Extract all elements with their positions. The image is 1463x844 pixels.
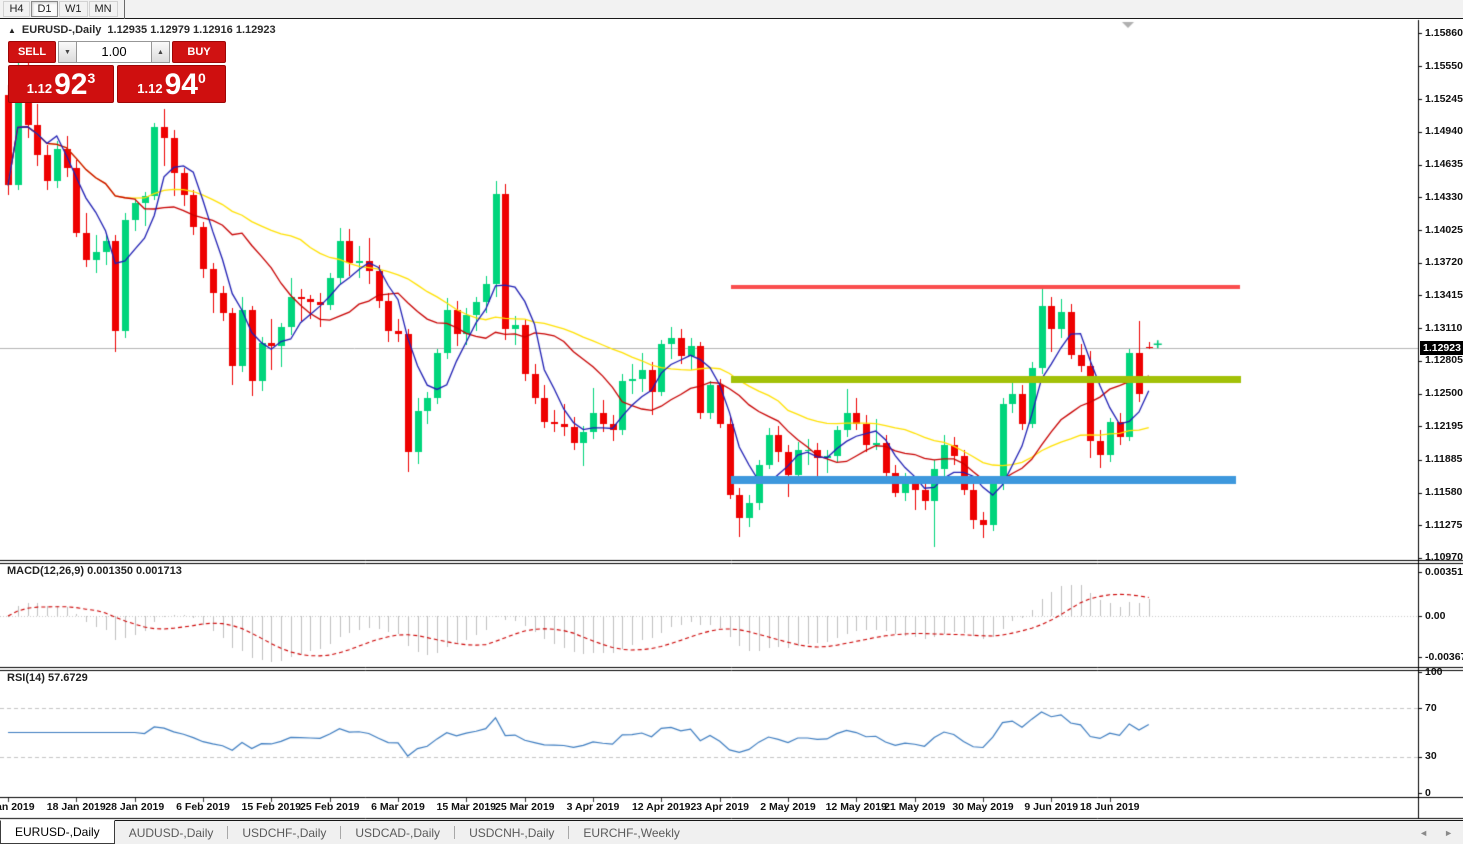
macd-axis-label: 0.003518 bbox=[1425, 566, 1463, 578]
tab-usdchf[interactable]: USDCHF-,Daily bbox=[242, 825, 327, 840]
date-axis-label: 3 Apr 2019 bbox=[566, 801, 620, 813]
price-axis-label: 1.15860 bbox=[1425, 26, 1463, 39]
chart-tab-bar: EURUSD-,Daily AUDUSD-,Daily USDCHF-,Daily U… bbox=[0, 820, 1463, 844]
one-click-trade-panel: SELL ▼ 1.00 ▲ BUY 1.12 92 3 1.12 94 0 bbox=[8, 41, 226, 103]
collapse-panel-icon[interactable]: ▲ bbox=[8, 25, 16, 35]
sell-price-prefix: 1.12 bbox=[26, 81, 53, 96]
date-axis-label: 30 May 2019 bbox=[952, 801, 1014, 813]
macd-axis-label: -0.00367 bbox=[1425, 651, 1463, 663]
price-axis-label: 1.14025 bbox=[1425, 223, 1463, 236]
volume-increase-icon[interactable]: ▲ bbox=[151, 41, 170, 63]
date-axis-label: 25 Feb 2019 bbox=[299, 801, 360, 813]
volume-field[interactable]: 1.00 bbox=[77, 41, 151, 63]
date-axis-label: 21 May 2019 bbox=[884, 801, 946, 813]
rsi-axis-label: 30 bbox=[1425, 750, 1437, 763]
price-axis-label: 1.10970 bbox=[1425, 551, 1463, 564]
tab-separator bbox=[454, 826, 456, 839]
tab-usdcnh[interactable]: USDCNH-,Daily bbox=[469, 825, 555, 840]
price-axis-label: 1.12805 bbox=[1425, 354, 1463, 367]
tab-eurchf[interactable]: EURCHF-,Weekly bbox=[583, 825, 680, 840]
toolbar-separator bbox=[123, 0, 125, 19]
chart-symbol-header: ▲ EURUSD-,Daily 1.12935 1.12979 1.12916 … bbox=[8, 24, 276, 36]
price-axis-label: 1.11275 bbox=[1425, 518, 1463, 531]
price-axis-label: 1.13720 bbox=[1425, 256, 1463, 269]
date-axis-label: 6 Mar 2019 bbox=[371, 801, 425, 813]
date-axis-label: 18 Jun 2019 bbox=[1079, 801, 1140, 813]
tab-eurusd[interactable]: EURUSD-,Daily bbox=[0, 820, 115, 844]
price-axis-label: 1.11885 bbox=[1425, 453, 1463, 466]
tab-usdcad[interactable]: USDCAD-,Daily bbox=[355, 825, 441, 840]
tab-scroll-controls: ◄ ► bbox=[1419, 821, 1463, 844]
date-axis-label: 23 Apr 2019 bbox=[690, 801, 750, 813]
tab-scroll-right-icon[interactable]: ► bbox=[1444, 827, 1453, 838]
price-axis-label: 1.12500 bbox=[1425, 387, 1463, 400]
rsi-axis-label: 0 bbox=[1425, 786, 1431, 799]
volume-decrease-icon[interactable]: ▼ bbox=[58, 41, 77, 63]
tab-separator bbox=[568, 826, 570, 839]
current-price-tag: 1.12923 bbox=[1420, 341, 1463, 356]
sell-price-pipette: 3 bbox=[87, 70, 96, 86]
date-axis-label: 2 May 2019 bbox=[760, 801, 816, 813]
price-axis-label: 1.11580 bbox=[1425, 486, 1463, 498]
date-axis-label: 18 Jan 2019 bbox=[46, 801, 106, 813]
sell-price-display[interactable]: 1.12 92 3 bbox=[8, 65, 114, 103]
buy-button[interactable]: BUY bbox=[172, 41, 226, 63]
date-axis-label: 9 Jun 2019 bbox=[1024, 801, 1079, 813]
rsi-indicator-label: RSI(14) 57.6729 bbox=[7, 672, 88, 684]
price-axis-label: 1.13415 bbox=[1425, 288, 1463, 301]
tab-separator bbox=[227, 826, 229, 839]
sell-price-main: 92 bbox=[54, 68, 88, 101]
buy-price-pipette: 0 bbox=[197, 70, 206, 86]
timeframe-button-w1[interactable]: W1 bbox=[59, 1, 88, 17]
price-axis-label: 1.15245 bbox=[1425, 92, 1463, 105]
date-axis-label: 25 Mar 2019 bbox=[494, 801, 555, 813]
macd-axis-label: 0.00 bbox=[1425, 610, 1446, 622]
price-axis-label: 1.14330 bbox=[1425, 190, 1463, 203]
rsi-axis-label: 100 bbox=[1425, 665, 1443, 678]
volume-stepper: ▼ 1.00 ▲ bbox=[58, 41, 170, 63]
date-axis-label: 15 Mar 2019 bbox=[436, 801, 497, 813]
tab-separator bbox=[340, 826, 342, 839]
timeframe-toolbar: H4 D1 W1 MN bbox=[0, 0, 1463, 19]
symbol-ohlc-values: 1.12935 1.12979 1.12916 1.12923 bbox=[107, 24, 276, 36]
price-axis-label: 1.14940 bbox=[1425, 125, 1463, 138]
date-axis-label: 9 Jan 2019 bbox=[0, 801, 35, 813]
timeframe-button-mn[interactable]: MN bbox=[88, 1, 118, 17]
date-axis-label: 6 Feb 2019 bbox=[176, 801, 230, 813]
price-axis-label: 1.14635 bbox=[1425, 158, 1463, 171]
tab-scroll-left-icon[interactable]: ◄ bbox=[1419, 827, 1429, 838]
buy-price-main: 94 bbox=[164, 68, 198, 101]
macd-indicator-label: MACD(12,26,9) 0.001350 0.001713 bbox=[7, 565, 182, 577]
rsi-axis-label: 70 bbox=[1425, 701, 1437, 714]
sell-button[interactable]: SELL bbox=[8, 41, 56, 63]
date-axis-label: 12 Apr 2019 bbox=[631, 801, 691, 813]
timeframe-button-d1[interactable]: D1 bbox=[31, 1, 58, 17]
date-axis-label: 28 Jan 2019 bbox=[105, 801, 165, 813]
buy-price-display[interactable]: 1.12 94 0 bbox=[117, 65, 226, 103]
price-axis-label: 1.13110 bbox=[1425, 321, 1463, 334]
tab-audusd[interactable]: AUDUSD-,Daily bbox=[128, 825, 214, 840]
price-axis-label: 1.15550 bbox=[1425, 59, 1463, 72]
buy-price-prefix: 1.12 bbox=[137, 81, 163, 96]
timeframe-button-h4[interactable]: H4 bbox=[3, 1, 30, 17]
date-axis-label: 12 May 2019 bbox=[825, 801, 887, 813]
price-axis-label: 1.12195 bbox=[1425, 419, 1463, 432]
date-axis-label: 15 Feb 2019 bbox=[241, 801, 302, 813]
symbol-name: EURUSD-,Daily bbox=[21, 24, 102, 36]
